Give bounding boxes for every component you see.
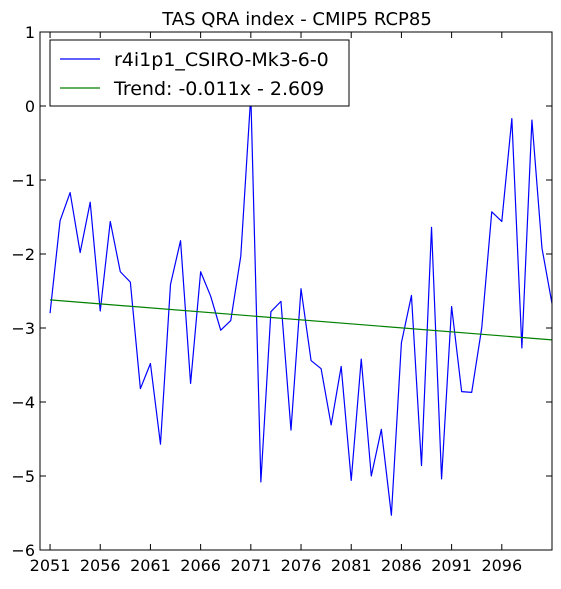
legend: r4i1p1_CSIRO-Mk3-6-0 Trend: -0.011x - 2.… <box>50 40 349 106</box>
y-tick-label: −4 <box>11 393 35 412</box>
x-tick-label: 2061 <box>130 556 171 575</box>
legend-label-series-0: r4i1p1_CSIRO-Mk3-6-0 <box>114 49 329 71</box>
legend-label-series-1: Trend: -0.011x - 2.609 <box>113 78 324 100</box>
y-tick-label: −5 <box>11 467 35 486</box>
series-line-1 <box>50 300 552 340</box>
x-tick-label: 2056 <box>80 556 121 575</box>
x-tick-label: 2076 <box>281 556 322 575</box>
x-tick-label: 2096 <box>481 556 522 575</box>
series-line-0 <box>50 95 552 515</box>
plot-frame <box>40 32 552 550</box>
x-tick-label: 2081 <box>331 556 372 575</box>
x-tick-label: 2086 <box>381 556 422 575</box>
y-tick-label: −3 <box>11 319 35 338</box>
y-tick-label: −6 <box>11 541 35 560</box>
x-tick-label: 2051 <box>30 556 71 575</box>
x-tick-label: 2066 <box>180 556 221 575</box>
plot-area <box>50 95 552 515</box>
y-tick-label: 1 <box>25 23 35 42</box>
x-tick-label: 2091 <box>431 556 472 575</box>
x-tick-label: 2071 <box>230 556 271 575</box>
chart-title: TAS QRA index - CMIP5 RCP85 <box>161 9 432 30</box>
y-tick-label: −2 <box>11 245 35 264</box>
y-tick-label: −1 <box>11 171 35 190</box>
y-tick-label: 0 <box>25 97 35 116</box>
